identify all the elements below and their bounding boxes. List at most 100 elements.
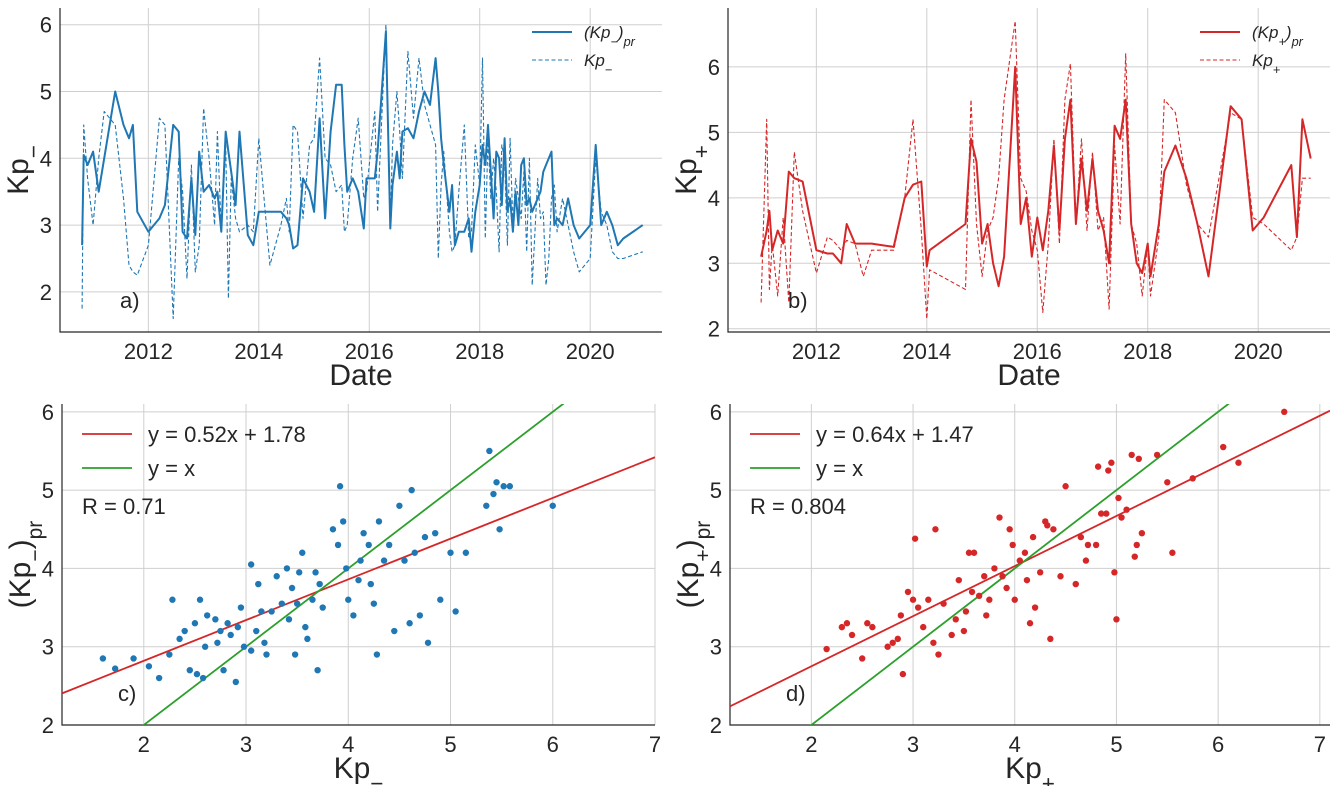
scatter-point (255, 580, 262, 588)
scatter-point (293, 600, 301, 607)
legend-label: Kp+ (1252, 51, 1280, 77)
scatter-point (991, 565, 998, 572)
scatter-point (1050, 526, 1057, 533)
scatter-point (296, 569, 303, 576)
scatter-point (278, 600, 286, 607)
scatter-point (283, 565, 291, 572)
scatter-point (268, 608, 275, 615)
scatter-point (1072, 580, 1079, 588)
y-axis-label: (Kp+)pr (672, 521, 715, 609)
scatter-point (970, 549, 978, 556)
scatter-point (273, 573, 280, 580)
scatter-point (370, 600, 378, 607)
scatter-point (339, 518, 347, 525)
panel-d: 2 3 4 5 6 7 2 3 4 5 6 y = 0.64x + 1.47 y = x R = 0.80… (672, 400, 1330, 786)
scatter-point (261, 639, 268, 646)
x-tick-label: 7 (1314, 732, 1326, 757)
scatter-point (889, 639, 896, 646)
scatter-point (309, 596, 316, 603)
x-tick-label: 2016 (1013, 339, 1062, 364)
scatter-point (329, 526, 337, 533)
scatter-point (314, 666, 321, 674)
y-tick-label: 6 (40, 13, 52, 38)
y-tick-label: 3 (42, 635, 54, 660)
scatter-point (981, 573, 988, 580)
x-tick-label: 4 (342, 732, 354, 757)
scatter-point (952, 616, 959, 623)
scatter-point (1128, 451, 1135, 459)
scatter-point (1113, 616, 1120, 623)
scatter-point (396, 502, 403, 509)
scatter-point (1135, 455, 1143, 463)
scatter-point (416, 612, 424, 619)
scatter-point (1082, 557, 1090, 564)
scatter-point (960, 627, 968, 635)
scatter-point (391, 627, 398, 635)
x-tick-label: 2018 (1123, 339, 1172, 364)
y-tick-label: 3 (710, 635, 722, 660)
scatter-point (935, 651, 942, 658)
scatter-point (1057, 573, 1064, 580)
scatter-point (1133, 541, 1140, 549)
scatter-point (462, 549, 470, 556)
scatter-point (1044, 522, 1051, 529)
scatter-point (1153, 451, 1161, 459)
scatter-point (968, 588, 976, 596)
x-tick-label: 3 (907, 732, 919, 757)
scatter-point (201, 643, 209, 650)
x-tick-label: 2014 (902, 339, 951, 364)
scatter-point (253, 627, 260, 635)
scatter-point (357, 557, 364, 564)
panel-c: 2 3 4 5 6 7 2 3 4 5 6 y = 0.52x + 1.78 y = x R = 0.71… (4, 400, 661, 786)
scatter-point (288, 584, 296, 592)
legend-label: (Kp−)pr (584, 23, 636, 49)
scatter-point (227, 631, 234, 639)
scatter-point (130, 655, 137, 662)
scatter-point (191, 620, 199, 627)
y-tick-label: 3 (40, 213, 52, 238)
y-tick-label: 6 (710, 400, 722, 425)
series-line-observed (81, 24, 643, 320)
scatter-point (1105, 467, 1112, 474)
scatter-point (920, 623, 927, 631)
scatter-point (493, 479, 500, 486)
scatter-point (447, 549, 454, 556)
y-tick-label: 2 (708, 317, 720, 342)
scatter-point (843, 620, 851, 627)
scatter-point (1009, 541, 1016, 549)
panel-b: 2012 2014 2016 2018 202023456(Kp+)prKp+b)Dat… (670, 8, 1330, 392)
scatter-point (302, 623, 309, 631)
series-line-predicted (760, 65, 1312, 288)
y-tick-label: 5 (40, 80, 52, 105)
scatter-point (894, 635, 901, 643)
y-tick-label: 2 (40, 280, 52, 305)
scatter-point (962, 608, 970, 615)
fit-line (730, 409, 1330, 708)
plot-area (62, 404, 655, 725)
scatter-point (909, 596, 917, 603)
x-axis-label: Date (329, 359, 392, 392)
scatter-point (360, 529, 367, 537)
scatter-point (380, 557, 388, 564)
identity-line (809, 404, 1230, 725)
scatter-point (864, 620, 871, 627)
scatter-point (486, 447, 493, 455)
scatter-point (549, 502, 556, 509)
x-tick-label: 5 (1110, 732, 1122, 757)
x-tick-label: 2018 (455, 339, 504, 364)
scatter-point (914, 604, 922, 611)
scatter-point (312, 569, 319, 576)
scatter-point (350, 612, 357, 619)
scatter-point (408, 486, 415, 494)
scatter-point (975, 592, 983, 600)
scatter-point (869, 623, 876, 631)
legend-label-identity: y = x (816, 456, 863, 481)
y-axis-label: Kp− (2, 145, 46, 195)
scatter-point (424, 639, 432, 646)
x-axis-label: Date (997, 359, 1060, 392)
scatter-point (1118, 514, 1125, 521)
scatter-point (406, 620, 413, 627)
scatter-point (483, 502, 490, 509)
y-tick-label: 6 (42, 400, 54, 425)
scatter-point (986, 596, 993, 603)
